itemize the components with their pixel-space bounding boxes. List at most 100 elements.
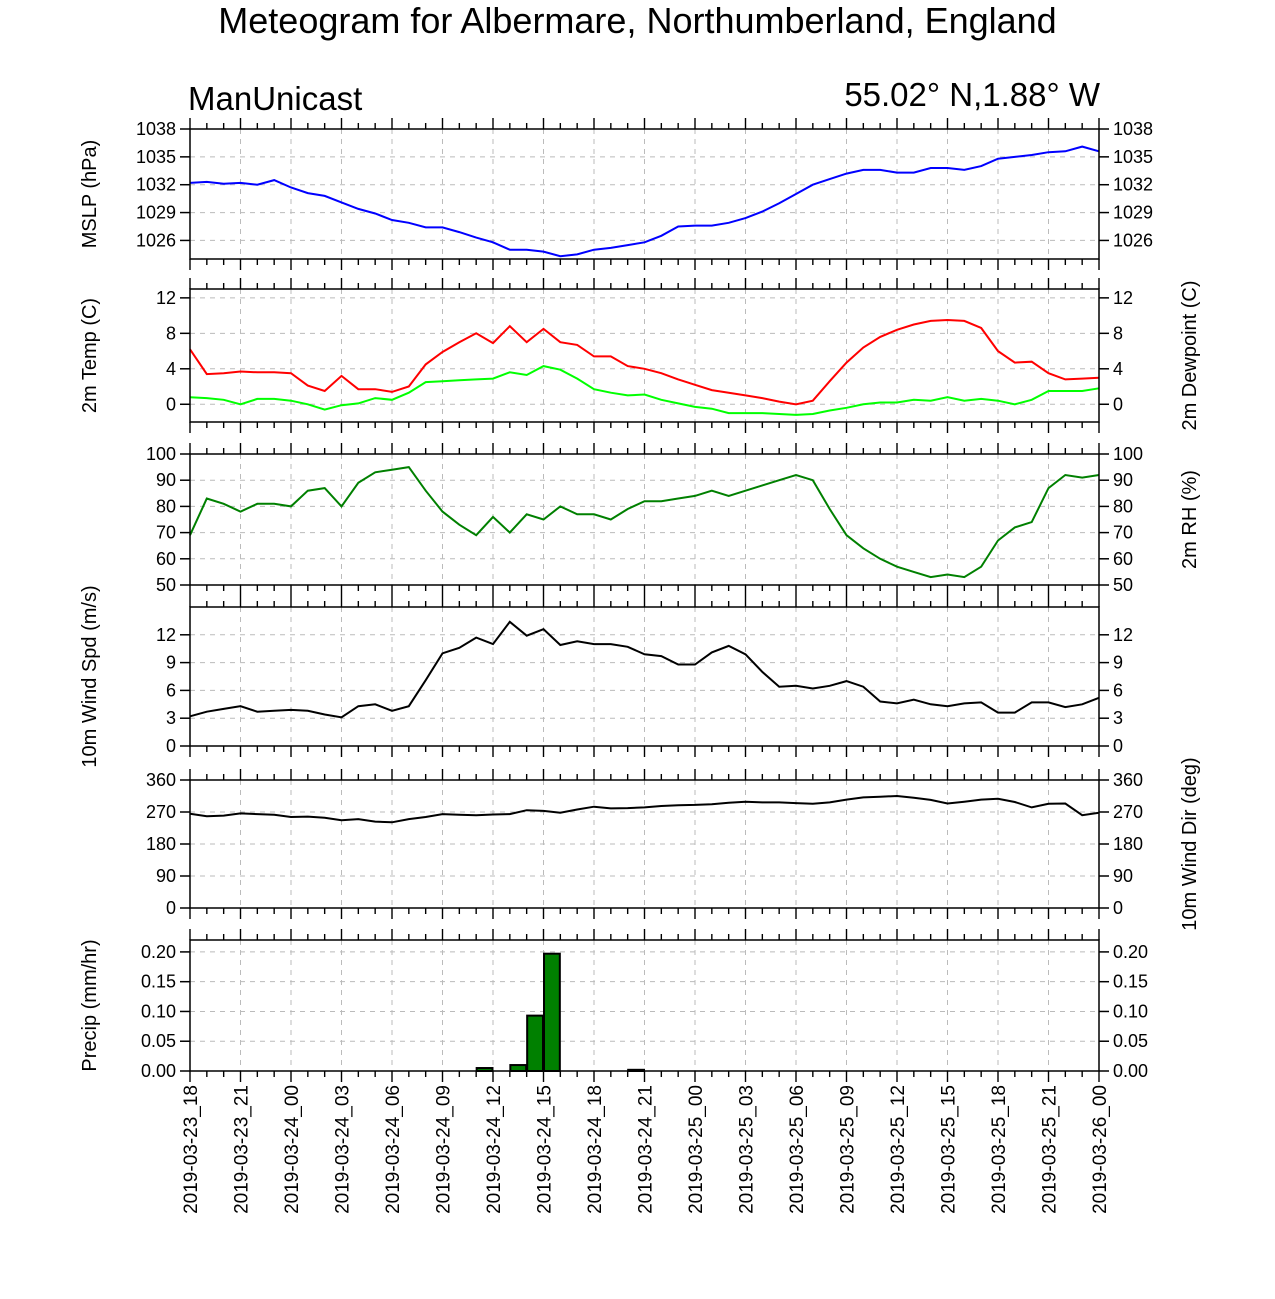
- ylabel-left: Precip (mm/hr): [79, 939, 101, 1071]
- xtick-label: 2019-03-23_18: [181, 1085, 202, 1214]
- xtick-label: 2019-03-24_12: [484, 1085, 505, 1214]
- panel-frame: [189, 128, 1100, 260]
- ytick-label-right: 8: [1113, 323, 1123, 343]
- xtick-label: 2019-03-25_06: [787, 1085, 808, 1214]
- ytick-label-right: 6: [1113, 680, 1123, 700]
- ylabel-left: 10m Wind Spd (m/s): [79, 585, 101, 767]
- xtick-label: 2019-03-24_15: [535, 1085, 556, 1214]
- xtick-label: 2019-03-24_06: [383, 1085, 404, 1214]
- ytick-label-right: 1026: [1113, 230, 1153, 250]
- ytick-label-right: 70: [1113, 523, 1133, 543]
- ytick-label-right: 1038: [1113, 119, 1153, 139]
- ytick-label-right: 0.15: [1113, 972, 1148, 992]
- ytick-label-left: 70: [156, 523, 176, 543]
- xtick-label: 2019-03-24_00: [282, 1085, 303, 1214]
- ytick-label-right: 4: [1113, 359, 1123, 379]
- series-line-1: [189, 794, 1100, 824]
- panel-frame: [189, 453, 1100, 586]
- panel-1: [180, 118, 1109, 270]
- ytick-label-left: 90: [156, 866, 176, 886]
- ytick-label-right: 0.10: [1113, 1001, 1148, 1021]
- ytick-label-right: 60: [1113, 549, 1133, 569]
- ytick-label-left: 90: [156, 470, 176, 490]
- ytick-label-right: 80: [1113, 496, 1133, 516]
- ytick-label-right: 1035: [1113, 147, 1153, 167]
- xtick-label: 2019-03-24_03: [333, 1085, 354, 1214]
- ytick-label-left: 0: [166, 394, 176, 414]
- ytick-label-left: 50: [156, 575, 176, 595]
- ytick-label-left: 100: [146, 444, 176, 464]
- ytick-label-left: 3: [166, 708, 176, 728]
- series-line-1: [189, 145, 1100, 258]
- ytick-label-left: 1032: [136, 175, 176, 195]
- series-line-1: [189, 318, 1100, 406]
- ytick-label-left: 0.00: [141, 1061, 176, 1081]
- series-line-1: [189, 466, 1100, 579]
- xtick-label: 2019-03-25_12: [888, 1085, 909, 1214]
- ytick-label-right: 180: [1113, 834, 1143, 854]
- ytick-label-right: 0: [1113, 394, 1123, 414]
- xtick-label: 2019-03-24_18: [585, 1085, 606, 1214]
- ytick-label-right: 90: [1113, 470, 1133, 490]
- ytick-label-right: 12: [1113, 288, 1133, 308]
- ytick-label-right: 0.00: [1113, 1061, 1148, 1081]
- ytick-label-left: 0.05: [141, 1031, 176, 1051]
- panel-4: [180, 596, 1109, 757]
- ylabel-right: 2m RH (%): [1179, 470, 1201, 569]
- ytick-label-left: 12: [156, 288, 176, 308]
- panel-6: [180, 929, 1109, 1082]
- ytick-label-left: 8: [166, 323, 176, 343]
- ytick-label-right: 0: [1113, 898, 1123, 918]
- ytick-label-left: 180: [146, 834, 176, 854]
- xtick-label: 2019-03-25_15: [939, 1085, 960, 1214]
- ytick-label-left: 12: [156, 625, 176, 645]
- ytick-label-left: 1038: [136, 119, 176, 139]
- ytick-label-left: 360: [146, 770, 176, 790]
- ytick-label-right: 3: [1113, 708, 1123, 728]
- ytick-label-left: 0: [166, 736, 176, 756]
- ytick-label-right: 1029: [1113, 203, 1153, 223]
- xtick-label: 2019-03-25_21: [1040, 1085, 1061, 1214]
- ytick-label-right: 360: [1113, 770, 1143, 790]
- ytick-label-left: 1026: [136, 230, 176, 250]
- panel-frame: [189, 779, 1100, 909]
- precip-bar: [509, 1064, 528, 1072]
- ytick-label-left: 4: [166, 359, 176, 379]
- xtick-label: 2019-03-26_00: [1090, 1085, 1111, 1214]
- ytick-label-right: 0.20: [1113, 942, 1148, 962]
- ytick-label-left: 270: [146, 802, 176, 822]
- ytick-label-right: 0: [1113, 736, 1123, 756]
- ytick-label-left: 1035: [136, 147, 176, 167]
- series-line-1: [189, 620, 1100, 719]
- ylabel-right: 2m Dewpoint (C): [1179, 280, 1201, 430]
- chart-title: Meteogram for Albermare, Northumberland,…: [218, 0, 1057, 41]
- model-name: ManUnicast: [188, 80, 363, 117]
- location-coords: 55.02° N,1.88° W: [844, 76, 1100, 113]
- precip-bar: [526, 1014, 545, 1073]
- panel-2: [180, 278, 1109, 433]
- series-line-2: [189, 365, 1100, 416]
- ytick-label-left: 80: [156, 496, 176, 516]
- ylabel-left: MSLP (hPa): [79, 140, 101, 249]
- ytick-label-right: 90: [1113, 866, 1133, 886]
- ytick-label-right: 270: [1113, 802, 1143, 822]
- ytick-label-right: 100: [1113, 444, 1143, 464]
- ylabel-left: 2m Temp (C): [79, 298, 101, 413]
- panel-frame: [189, 606, 1100, 747]
- ytick-label-left: 0.15: [141, 972, 176, 992]
- ytick-label-right: 9: [1113, 653, 1123, 673]
- ytick-label-left: 60: [156, 549, 176, 569]
- precip-bar: [543, 952, 561, 1072]
- ytick-label-left: 0.20: [141, 942, 176, 962]
- panel-5: [180, 769, 1109, 919]
- xtick-label: 2019-03-24_09: [434, 1085, 455, 1214]
- ytick-label-right: 12: [1113, 625, 1133, 645]
- xtick-label: 2019-03-24_21: [636, 1085, 657, 1214]
- xtick-label: 2019-03-25_00: [686, 1085, 707, 1214]
- xtick-label: 2019-03-25_03: [737, 1085, 758, 1214]
- ytick-label-right: 1032: [1113, 175, 1153, 195]
- ytick-label-right: 0.05: [1113, 1031, 1148, 1051]
- ytick-label-left: 6: [166, 680, 176, 700]
- ylabel-right: 10m Wind Dir (deg): [1179, 757, 1201, 930]
